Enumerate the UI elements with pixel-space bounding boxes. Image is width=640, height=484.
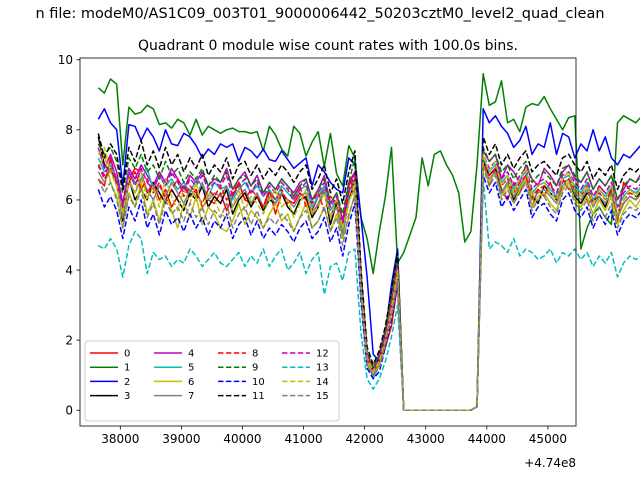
- legend-label-9: 9: [252, 363, 258, 374]
- legend-label-15: 15: [316, 391, 329, 402]
- axis-layer: 38000 39000 40000 41000 42000 43000 44000 45000…: [58, 53, 567, 446]
- series-13-line: [97, 178, 640, 411]
- series-layer: [97, 73, 640, 411]
- series-2-line: [97, 108, 640, 411]
- legend-label-14: 14: [316, 377, 329, 388]
- x-tick-label: 44000: [468, 432, 506, 446]
- series-11-line: [97, 133, 640, 411]
- series-9-line: [97, 143, 640, 411]
- plot-frame: [79, 57, 577, 427]
- legend-label-10: 10: [252, 377, 265, 388]
- figure-suptitle: n file: modeM0/AS1C09_003T01_9000006442_…: [35, 6, 604, 22]
- legend-label-5: 5: [188, 363, 194, 374]
- legend-label-1: 1: [124, 363, 130, 374]
- series-4-line: [97, 147, 640, 411]
- x-tick-label: 40000: [223, 432, 261, 446]
- legend-label-8: 8: [252, 349, 258, 360]
- legend-label-4: 4: [188, 349, 194, 360]
- series-7-line: [97, 164, 640, 411]
- series-1-line: [97, 73, 640, 275]
- legend-label-13: 13: [316, 363, 329, 374]
- legend-label-7: 7: [188, 391, 194, 402]
- legend-label-6: 6: [188, 377, 194, 388]
- y-tick-label: 0: [65, 404, 73, 418]
- y-tick-label: 4: [65, 263, 73, 277]
- y-tick-label: 6: [65, 193, 73, 207]
- legend-label-12: 12: [316, 349, 329, 360]
- x-tick-label: 42000: [346, 432, 384, 446]
- legend-label-2: 2: [124, 377, 130, 388]
- series-10-line: [97, 174, 640, 411]
- x-tick-label: 41000: [284, 432, 322, 446]
- series-8-line: [97, 160, 640, 411]
- chart-title: Quadrant 0 module wise count rates with …: [138, 38, 518, 54]
- y-tick-label: 2: [65, 333, 73, 347]
- x-offset-label: +4.74e8: [524, 456, 576, 470]
- y-tick-label: 10: [58, 53, 73, 67]
- y-tick-label: 8: [65, 123, 73, 137]
- x-tick-label: 43000: [407, 432, 445, 446]
- legend-label-3: 3: [124, 391, 130, 402]
- x-tick-label: 39000: [162, 432, 200, 446]
- series-15-line: [97, 167, 640, 411]
- legend-label-0: 0: [124, 349, 130, 360]
- x-tick-label: 38000: [101, 432, 139, 446]
- legend-label-11: 11: [252, 391, 265, 402]
- x-tick-label: 45000: [529, 432, 567, 446]
- legend-box: [84, 340, 340, 422]
